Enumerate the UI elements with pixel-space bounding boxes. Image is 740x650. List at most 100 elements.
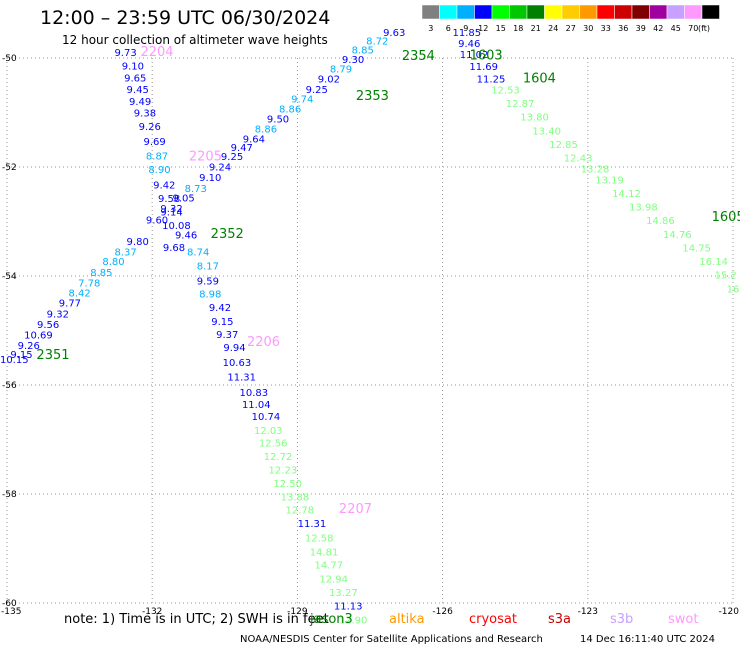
satellite-legend-cryosat: cryosat xyxy=(469,612,517,627)
swh-value-label: 14.76 xyxy=(663,230,692,241)
swh-value-label: 14.81 xyxy=(310,548,339,559)
pass-time-labels: 2204 2205 2206 2207 2351 2352 2353 2354 1603 1604… xyxy=(36,45,740,517)
colorbar-swatch xyxy=(579,4,598,20)
colorbar-legend: 3 6 9 12 15 18 21 24 27 30 33 36 39 42 45 70 (ft) xyxy=(421,4,720,33)
swh-value-label: 9.32 xyxy=(47,309,69,320)
swh-value-label: 8.98 xyxy=(199,289,221,300)
swh-value-label: 14.86 xyxy=(646,216,675,227)
pass-time-label: 2353 xyxy=(356,89,389,104)
satellite-legend-altika: altika xyxy=(389,612,425,627)
swh-value-label: 9.25 xyxy=(221,152,243,163)
swh-value-label: 12.94 xyxy=(319,574,348,585)
swh-value-label: 10.63 xyxy=(223,358,252,369)
pass-time-label: 2207 xyxy=(339,502,372,517)
colorbar-label: 30 xyxy=(583,24,593,33)
swh-value-label: 13.98 xyxy=(629,203,658,214)
x-tick-label: -120 xyxy=(719,607,740,617)
swh-value-label: 8.86 xyxy=(255,125,277,136)
swh-value-label: 9.32 xyxy=(160,204,182,215)
swh-value-label: 11.69 xyxy=(469,62,498,73)
pass-time-label: 1604 xyxy=(523,72,556,87)
colorbar-label: 24 xyxy=(548,24,558,33)
pass-time-label: 2351 xyxy=(36,348,69,363)
pass-time-label: 2352 xyxy=(211,227,244,242)
swh-value-label: 8.85 xyxy=(90,268,112,279)
swh-value-label: 13.28 xyxy=(581,164,610,175)
swh-value-label: 11.02 xyxy=(460,50,489,61)
footer-timestamp: 14 Dec 16:11:40 UTC 2024 xyxy=(580,634,715,645)
colorbar-swatch xyxy=(561,4,580,20)
swh-value-label: 8.37 xyxy=(114,247,136,258)
colorbar-swatch xyxy=(666,4,685,20)
colorbar-swatch xyxy=(439,4,458,20)
swh-value-label: 9.10 xyxy=(199,173,221,184)
colorbar-label: 9 xyxy=(463,24,468,33)
swh-value-label: 13.27 xyxy=(329,588,358,599)
swh-value-label: 9.26 xyxy=(139,122,161,133)
swh-value-label: 11.85 xyxy=(452,28,481,39)
data-points: 9.739.109.659.459.499.389.269.698.878.90… xyxy=(0,28,739,627)
swh-value-label: 9.68 xyxy=(163,243,185,254)
colorbar-swatch xyxy=(631,4,650,20)
y-tick-label: -52 xyxy=(2,163,17,173)
y-axis-ticks: -50 -52 -54 -56 -58 -60 xyxy=(2,54,17,609)
y-tick-label: -56 xyxy=(2,381,17,391)
swh-value-label: 9.10 xyxy=(122,61,144,72)
swh-value-label: 8.80 xyxy=(102,257,124,268)
colorbar-swatch xyxy=(684,4,703,20)
swh-value-label: 9.45 xyxy=(127,85,149,96)
swh-value-label: 11.25 xyxy=(477,75,506,86)
swh-value-label: 12.03 xyxy=(254,426,283,437)
swh-value-label: 9.49 xyxy=(129,97,151,108)
colorbar-label: 39 xyxy=(636,24,646,33)
swh-value-label: 9.02 xyxy=(318,75,340,86)
pass-time-label: 2205 xyxy=(189,149,222,164)
colorbar-swatch xyxy=(509,4,528,20)
colorbar-swatch xyxy=(491,4,510,20)
swh-value-label: 11.13 xyxy=(334,602,363,613)
swh-value-label: 9.69 xyxy=(143,137,165,148)
colorbar-label: 27 xyxy=(566,24,576,33)
swh-value-label: 9.15 xyxy=(211,317,233,328)
swh-value-label: 8.73 xyxy=(185,184,207,195)
colorbar-swatch xyxy=(474,4,493,20)
x-tick-label: -135 xyxy=(1,607,21,617)
pass-time-label: 2204 xyxy=(140,45,173,60)
swh-value-label: 9.59 xyxy=(197,277,219,288)
pass-time-label: 1603 xyxy=(470,49,503,64)
swh-value-label: 10.15 xyxy=(0,355,29,366)
swh-value-label: 12.72 xyxy=(264,452,293,463)
swh-value-label: 9.94 xyxy=(223,343,245,354)
swh-value-label: 12.78 xyxy=(285,506,314,517)
swh-value-label: 12.53 xyxy=(491,85,520,96)
swh-value-label: 15.2 xyxy=(715,271,737,282)
swh-value-label: 8.85 xyxy=(352,46,374,57)
footer-credit: NOAA/NESDIS Center for Satellite Applica… xyxy=(240,634,543,645)
swh-value-label: 10.83 xyxy=(240,388,269,399)
swh-value-label: 9.26 xyxy=(18,341,40,352)
swh-value-label: 11.31 xyxy=(298,519,327,530)
colorbar-swatch xyxy=(526,4,545,20)
swh-value-label: 11.04 xyxy=(242,400,271,411)
swh-value-label: 13.80 xyxy=(520,113,549,124)
swh-value-label: 13.19 xyxy=(595,175,624,186)
x-tick-label: -123 xyxy=(578,607,598,617)
colorbar-label: 21 xyxy=(531,24,541,33)
swh-value-label: 12.90 xyxy=(339,616,368,627)
swh-value-label: 9.37 xyxy=(216,330,238,341)
swh-value-label: 12.87 xyxy=(506,99,535,110)
colorbar-swatch xyxy=(544,4,563,20)
colorbar-label: 70 xyxy=(688,24,698,33)
satellite-legend-jason3: jason3 xyxy=(310,612,353,627)
colorbar-label: 42 xyxy=(653,24,663,33)
grid-lines xyxy=(6,57,734,604)
colorbar-label: 15 xyxy=(496,24,506,33)
swh-value-label: 14.12 xyxy=(612,189,641,200)
chart-subtitle: 12 hour collection of altimeter wave hei… xyxy=(62,33,328,47)
colorbar-swatch xyxy=(421,4,440,20)
swh-value-label: 9.60 xyxy=(146,216,168,227)
swh-value-label: 9.65 xyxy=(124,73,146,84)
swh-value-label: 9.77 xyxy=(59,299,81,310)
satellite-legend-s3b: s3b xyxy=(610,612,634,627)
swh-value-label: 9.80 xyxy=(127,237,149,248)
